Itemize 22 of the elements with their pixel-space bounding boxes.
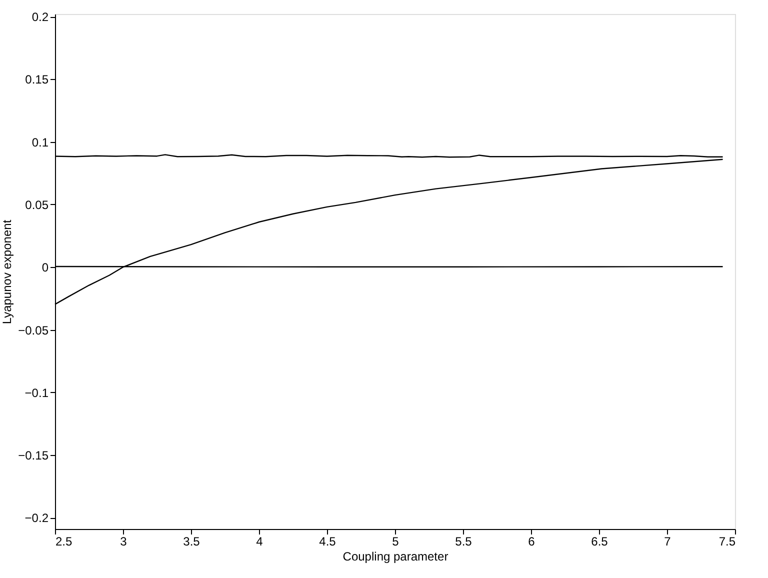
x-tick-label: 3: [120, 534, 128, 548]
y-tick-label: 0.15: [25, 72, 49, 87]
y-tick-label: −0.2: [24, 511, 49, 526]
x-tick-label: 3.5: [183, 534, 200, 548]
x-tick-label: 7: [664, 534, 672, 548]
y-tick-label: 0: [42, 260, 49, 275]
y-tick-label: −0.1: [24, 386, 49, 400]
x-tick-label: 7.5: [718, 534, 736, 548]
x-axis-title: Coupling parameter: [342, 550, 448, 564]
y-axis-title: Lyapunov exponent: [0, 219, 14, 324]
x-tick-label: 5: [392, 534, 400, 548]
y-tick-label: 0.1: [32, 135, 49, 150]
x-tick-label: 2.5: [56, 534, 73, 548]
y-tick-label: −0.05: [18, 323, 49, 338]
x-tick-label: 5.5: [455, 534, 472, 548]
y-tick-label: −0.15: [18, 448, 49, 463]
y-tick-label: 0.2: [32, 10, 49, 24]
x-tick-label: 6: [528, 534, 536, 548]
x-tick-label: 4: [256, 534, 264, 548]
y-tick-label: 0.05: [25, 198, 49, 212]
x-tick-label: 6.5: [591, 534, 608, 548]
x-tick-label: 4.5: [319, 534, 336, 548]
